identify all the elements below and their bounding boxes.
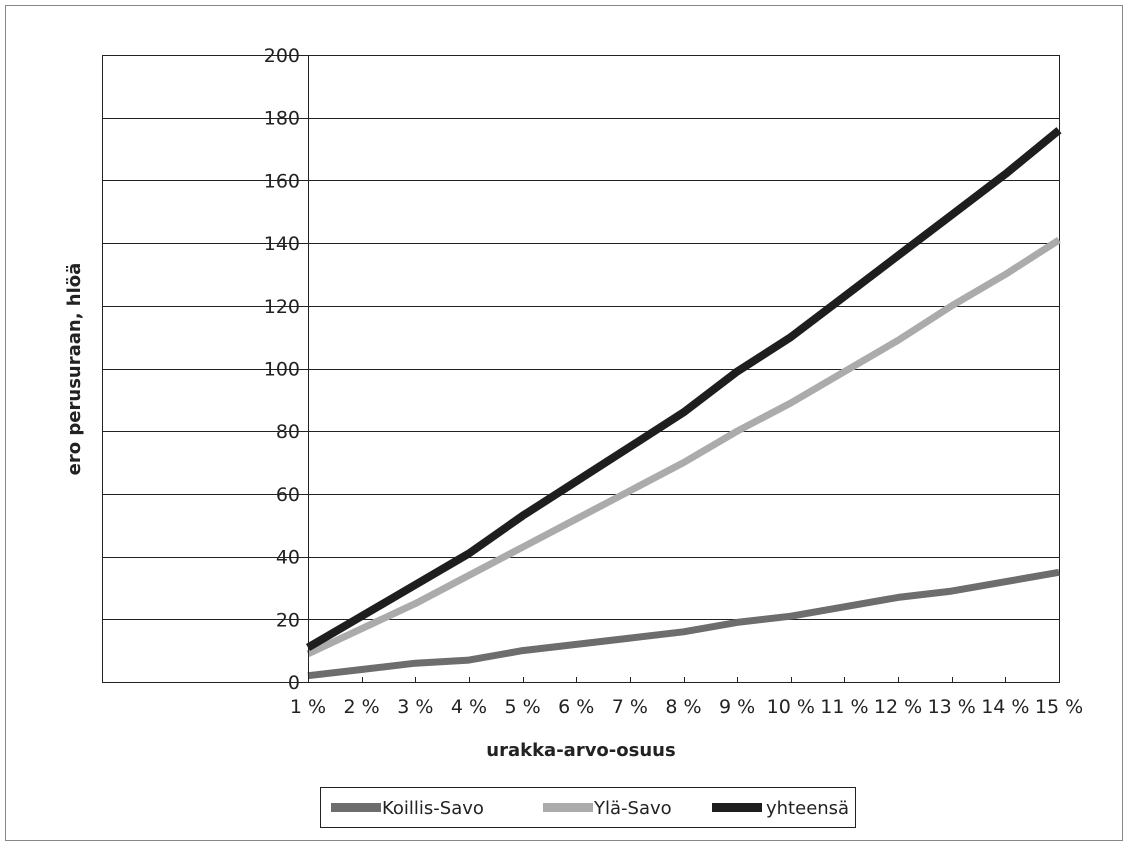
x-tick-label-15: 15 % xyxy=(1035,696,1083,718)
y-tick-label-180: 180 xyxy=(264,108,300,130)
plot-area xyxy=(102,55,1060,683)
x-tick-label-6: 6 % xyxy=(558,696,594,718)
series-line-koillis-savo xyxy=(307,568,1060,680)
x-tick-label-12: 12 % xyxy=(874,696,922,718)
y-axis-title: ero perusuraan, hlöä xyxy=(64,263,85,476)
legend-item-yla-savo: Ylä-Savo xyxy=(543,798,672,819)
x-tick-label-10: 10 % xyxy=(767,696,815,718)
series-lines xyxy=(305,127,1062,680)
y-tick-label-80: 80 xyxy=(276,421,300,443)
x-tick-label-11: 11 % xyxy=(820,696,868,718)
x-axis-title: urakka-arvo-osuus xyxy=(486,740,675,761)
x-tick-label-5: 5 % xyxy=(504,696,540,718)
y-tick-label-20: 20 xyxy=(276,609,300,631)
x-tick-label-14: 14 % xyxy=(981,696,1029,718)
x-tick-label-9: 9 % xyxy=(719,696,755,718)
x-tick-label-8: 8 % xyxy=(665,696,701,718)
series-line-yla-savo xyxy=(306,237,1061,657)
legend-item-yhteensa: yhteensä xyxy=(712,798,849,819)
series-line-yhteensa xyxy=(305,127,1062,651)
legend-label-yhteensa: yhteensä xyxy=(766,798,849,819)
y-tick-label-160: 160 xyxy=(264,170,300,192)
legend: Koillis-Savo Ylä-Savo yhteensä xyxy=(320,787,856,828)
x-axis-ticks: 1 % 2 % 3 % 4 % 5 % 6 % 7 % 8 % 9 % 10 % 11 % 12 % 1… xyxy=(290,677,1083,718)
legend-swatch-yhteensa xyxy=(712,803,762,812)
x-tick-label-2: 2 % xyxy=(344,696,380,718)
legend-label-koillis-savo: Koillis-Savo xyxy=(382,798,484,819)
x-tick-label-4: 4 % xyxy=(451,696,487,718)
y-tick-label-100: 100 xyxy=(264,359,300,381)
y-tick-label-140: 140 xyxy=(264,233,300,255)
y-tick-label-60: 60 xyxy=(276,484,300,506)
chart-area-border xyxy=(5,5,1123,841)
y-tick-label-120: 120 xyxy=(264,296,300,318)
y-axis-ticks: 0 20 40 60 80 100 120 140 160 180 200 xyxy=(264,45,309,694)
y-tick-label-200: 200 xyxy=(264,45,300,67)
plot-area-border xyxy=(102,55,1060,683)
legend-swatch-koillis-savo xyxy=(331,803,381,812)
y-tick-label-0: 0 xyxy=(288,672,300,694)
y-tick-label-40: 40 xyxy=(276,547,300,569)
x-tick-label-13: 13 % xyxy=(928,696,976,718)
x-tick-label-1: 1 % xyxy=(290,696,326,718)
legend-swatch-yla-savo xyxy=(543,803,593,812)
legend-label-yla-savo: Ylä-Savo xyxy=(593,798,672,819)
x-tick-label-3: 3 % xyxy=(397,696,433,718)
x-tick-label-7: 7 % xyxy=(612,696,648,718)
legend-item-koillis-savo: Koillis-Savo xyxy=(331,798,484,819)
